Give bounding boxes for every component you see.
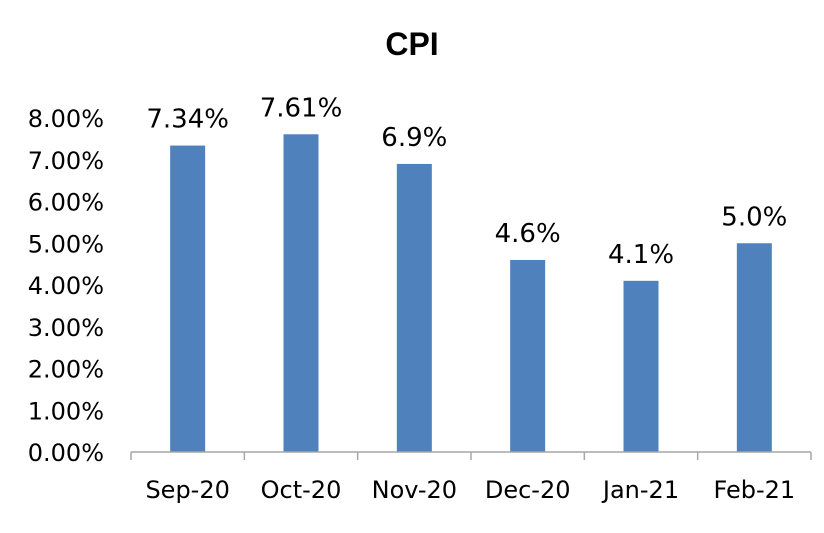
bar: [736, 243, 772, 452]
x-tick-label: Jan-21: [601, 476, 679, 504]
bar: [283, 134, 319, 452]
x-axis: [130, 451, 812, 460]
y-axis-tick-labels: 0.00% 1.00% 2.00% 3.00% 4.00% 5.00% 6.00% 7.00%…: [28, 105, 104, 467]
y-tick-label: 7.00%: [28, 147, 104, 175]
bar-series: [170, 134, 772, 453]
x-tick-label: Nov-20: [372, 476, 457, 504]
x-tick-label: Oct-20: [261, 476, 342, 504]
data-label: 5.0%: [721, 202, 787, 232]
x-axis-tick-labels: Sep-20 Oct-20 Nov-20 Dec-20 Jan-21 Feb-21: [145, 476, 795, 504]
data-label: 4.6%: [495, 219, 561, 249]
chart-title: CPI: [385, 26, 439, 62]
y-tick-label: 8.00%: [28, 105, 104, 133]
data-label: 7.34%: [146, 105, 229, 135]
y-tick-label: 2.00%: [28, 356, 104, 384]
x-tick-label: Feb-21: [713, 476, 795, 504]
data-labels: 7.34% 7.61% 6.9% 4.6% 4.1% 5.0%: [146, 93, 787, 270]
bar: [510, 259, 546, 452]
data-label: 6.9%: [381, 123, 447, 153]
x-tick-label: Dec-20: [485, 476, 571, 504]
y-tick-label: 5.00%: [28, 230, 104, 258]
y-tick-label: 3.00%: [28, 314, 104, 342]
x-tick-label: Sep-20: [145, 476, 229, 504]
bar: [396, 163, 432, 453]
bar: [623, 280, 659, 452]
bar: [170, 145, 206, 452]
y-tick-label: 4.00%: [28, 272, 104, 300]
data-label: 7.61%: [260, 93, 343, 123]
data-label: 4.1%: [608, 240, 674, 270]
y-tick-label: 6.00%: [28, 189, 104, 217]
y-tick-label: 0.00%: [28, 439, 104, 467]
y-tick-label: 1.00%: [28, 397, 104, 425]
